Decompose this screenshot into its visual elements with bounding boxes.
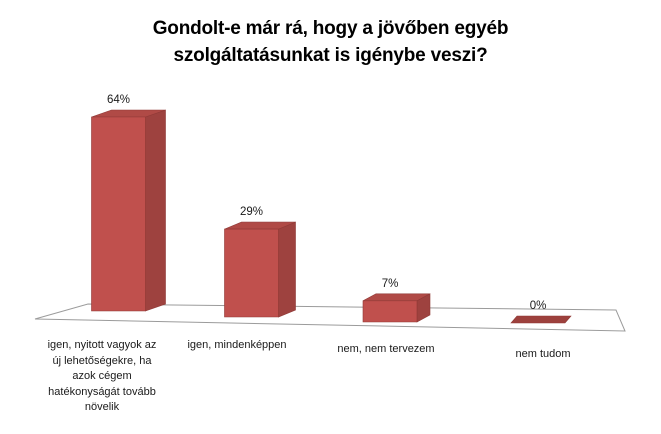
category-label: nem tudom — [515, 348, 571, 360]
bar-value-label: 29% — [239, 206, 264, 219]
chart-title: Gondolt-e már rá, hogy a jövőben egyéb s… — [0, 15, 661, 69]
bar-side-face — [145, 109, 166, 312]
chart-floor — [34, 303, 626, 332]
bar-value-label: 64% — [106, 94, 131, 106]
bar-front-face — [224, 228, 279, 318]
bar-value-label: 0% — [529, 300, 547, 312]
category-label: igen, nyitott vagyok az új lehetőségekre… — [47, 339, 157, 413]
bar-front-face — [362, 300, 418, 323]
chart-title-line-1: Gondolt-e már rá, hogy a jövőben egyéb — [152, 18, 509, 39]
category-label: nem, nem tervezem — [337, 343, 435, 355]
bar-front-face — [91, 116, 146, 312]
category-label: igen, mindenképpen — [187, 339, 287, 351]
bar-value-label: 7% — [381, 277, 399, 290]
bar-side-face — [278, 221, 296, 318]
chart-title-line-2: szolgáltatásunkat is igénybe veszi? — [173, 45, 488, 66]
bar-zero-top-face — [510, 315, 572, 324]
